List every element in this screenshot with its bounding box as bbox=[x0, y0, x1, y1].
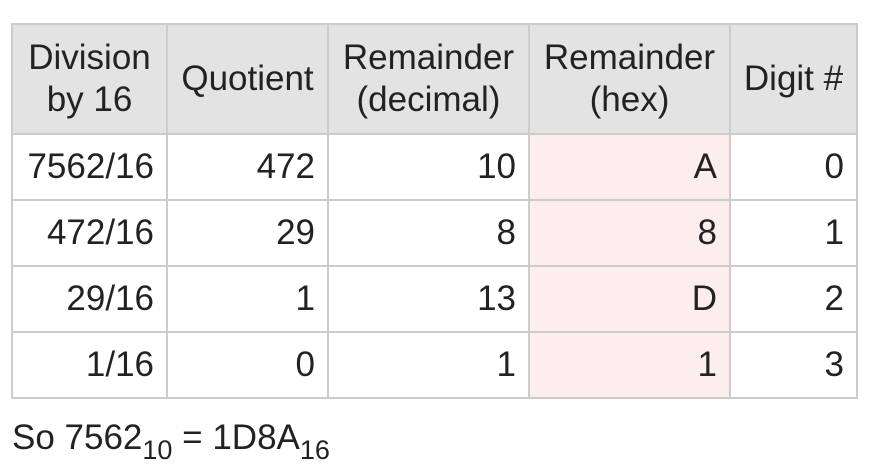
cell-remainder-hex: 1 bbox=[528, 331, 731, 399]
cell-division: 7562/16 bbox=[11, 133, 168, 201]
conclusion-middle: = 1D8A bbox=[172, 418, 300, 457]
cell-division: 29/16 bbox=[11, 265, 168, 333]
cell-remainder-decimal: 1 bbox=[327, 331, 530, 399]
cell-quotient: 29 bbox=[166, 199, 329, 267]
header-division: Division by 16 bbox=[11, 23, 168, 135]
table-row: 472/16 29 8 8 1 bbox=[11, 199, 858, 267]
cell-digit-number: 2 bbox=[729, 265, 858, 333]
cell-remainder-decimal: 10 bbox=[327, 133, 530, 201]
table-header-row: Division by 16 Quotient Remainder (decim… bbox=[11, 23, 858, 135]
table-row: 7562/16 472 10 A 0 bbox=[11, 133, 858, 201]
header-quotient-label: Quotient bbox=[181, 59, 314, 98]
header-remainder-decimal-line1: Remainder bbox=[342, 38, 515, 77]
header-remainder-decimal: Remainder (decimal) bbox=[327, 23, 530, 135]
cell-digit-number: 1 bbox=[729, 199, 858, 267]
header-division-line1: Division bbox=[28, 38, 151, 77]
cell-remainder-hex: 8 bbox=[528, 199, 731, 267]
cell-digit-number: 3 bbox=[729, 331, 858, 399]
cell-quotient: 0 bbox=[166, 331, 329, 399]
conclusion-prefix: So 7562 bbox=[12, 418, 143, 457]
cropped-subscript-fragment: 10 bbox=[232, 0, 256, 4]
table-row: 1/16 0 1 1 3 bbox=[11, 331, 858, 399]
cell-division: 1/16 bbox=[11, 331, 168, 399]
hex-conversion-table: Division by 16 Quotient Remainder (decim… bbox=[11, 23, 858, 399]
header-remainder-hex: Remainder (hex) bbox=[528, 23, 731, 135]
header-division-line2: by 16 bbox=[46, 80, 133, 119]
header-digit-number: Digit # bbox=[729, 23, 858, 135]
cell-division: 472/16 bbox=[11, 199, 168, 267]
conclusion-base-decimal: 10 bbox=[142, 435, 173, 465]
table-row: 29/16 1 13 D 2 bbox=[11, 265, 858, 333]
header-quotient: Quotient bbox=[166, 23, 329, 135]
conclusion-text: So 756210 = 1D8A16 bbox=[12, 418, 330, 464]
conclusion-base-hex: 16 bbox=[299, 435, 330, 465]
cell-quotient: 472 bbox=[166, 133, 329, 201]
header-remainder-decimal-line2: (decimal) bbox=[356, 80, 501, 119]
cell-quotient: 1 bbox=[166, 265, 329, 333]
cell-remainder-hex: A bbox=[528, 133, 731, 201]
header-remainder-hex-line2: (hex) bbox=[589, 80, 670, 119]
cell-remainder-hex: D bbox=[528, 265, 731, 333]
cell-remainder-decimal: 8 bbox=[327, 199, 530, 267]
cell-remainder-decimal: 13 bbox=[327, 265, 530, 333]
header-digit-number-label: Digit # bbox=[743, 59, 844, 98]
cell-digit-number: 0 bbox=[729, 133, 858, 201]
header-remainder-hex-line1: Remainder bbox=[543, 38, 716, 77]
